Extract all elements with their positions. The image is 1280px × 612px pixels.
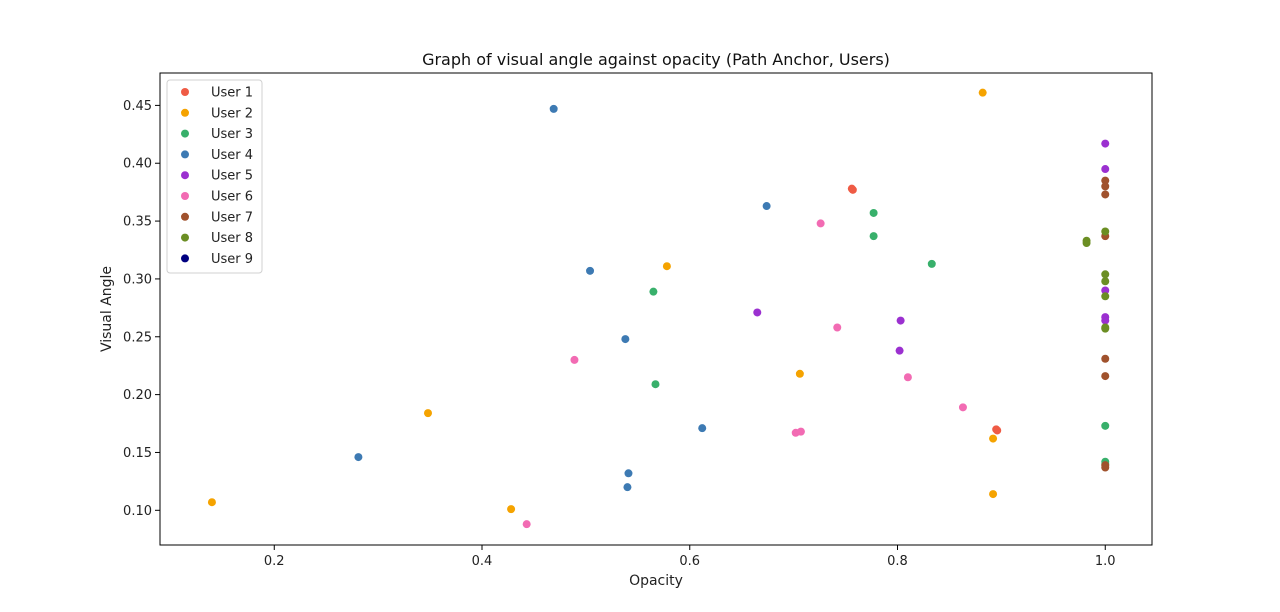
- data-point-user-2: [795, 369, 804, 378]
- legend-marker-user-1: [181, 88, 189, 96]
- data-point-user-6: [570, 355, 579, 364]
- y-tick-label: 0.30: [123, 272, 152, 287]
- y-axis-title: Visual Angle: [99, 266, 115, 352]
- data-point-user-4: [762, 202, 771, 211]
- points-layer: [207, 88, 1110, 529]
- data-point-user-4: [698, 424, 707, 433]
- data-point-user-5: [1101, 316, 1110, 325]
- legend-label-user-3: User 3: [211, 127, 253, 142]
- data-point-user-3: [927, 259, 936, 268]
- chart-title: Graph of visual angle against opacity (P…: [422, 50, 890, 69]
- y-tick-label: 0.15: [123, 446, 152, 461]
- legend-label-user-1: User 1: [211, 86, 253, 101]
- y-tick-label: 0.25: [123, 330, 152, 345]
- legend-marker-user-7: [181, 212, 189, 221]
- y-tick-label: 0.20: [123, 388, 152, 403]
- data-point-user-5: [1101, 286, 1110, 295]
- data-point-user-4: [549, 104, 558, 113]
- data-point-user-8: [1101, 227, 1110, 236]
- data-point-user-8: [1101, 292, 1110, 301]
- data-point-user-7: [1101, 463, 1110, 472]
- data-point-user-4: [624, 469, 633, 478]
- data-point-user-7: [1101, 354, 1110, 363]
- data-point-user-8: [1101, 277, 1110, 286]
- data-point-user-7: [1101, 372, 1110, 381]
- legend-label-user-9: User 9: [211, 252, 253, 267]
- data-point-user-3: [869, 208, 878, 217]
- data-point-user-2: [978, 88, 987, 97]
- legend-marker-user-2: [181, 108, 189, 117]
- legend-marker-user-6: [181, 192, 189, 200]
- y-tick-label: 0.35: [123, 215, 152, 230]
- data-point-user-5: [896, 316, 905, 325]
- data-point-user-6: [903, 373, 912, 382]
- legend-box: [166, 79, 263, 274]
- data-point-user-2: [989, 434, 998, 443]
- data-point-user-5: [895, 346, 904, 355]
- data-point-user-6: [522, 520, 531, 529]
- legend-label-user-6: User 6: [211, 190, 253, 205]
- data-point-user-2: [423, 409, 432, 418]
- legend-label-user-2: User 2: [211, 106, 253, 121]
- x-tick-label: 0.6: [679, 554, 700, 569]
- legend-marker-user-9: [181, 254, 189, 263]
- legend-label-user-7: User 7: [211, 210, 253, 225]
- data-point-user-3: [869, 232, 878, 241]
- data-point-user-5: [753, 308, 762, 317]
- x-tick-label: 0.4: [472, 554, 493, 569]
- legend-label-user-5: User 5: [211, 169, 253, 184]
- data-point-user-6: [958, 403, 967, 412]
- data-point-user-6: [816, 219, 825, 228]
- legend: User 1 User 2 User 3 User 4 User 5 User 6 User…: [166, 79, 263, 274]
- data-point-user-6: [796, 427, 805, 436]
- y-tick-label: 0.45: [123, 99, 152, 114]
- data-point-user-2: [989, 490, 998, 499]
- data-point-user-2: [507, 505, 516, 514]
- data-point-user-1: [848, 185, 857, 194]
- x-axis: 0.2 0.4 0.6 0.8 1.0: [264, 545, 1116, 569]
- data-point-user-5: [1101, 165, 1110, 174]
- x-axis-title: Opacity: [629, 573, 683, 589]
- data-point-user-7: [1101, 182, 1110, 191]
- x-tick-label: 0.2: [264, 554, 285, 569]
- data-point-user-3: [651, 380, 660, 389]
- y-tick-label: 0.10: [123, 504, 152, 519]
- y-axis: 0.10 0.15 0.20 0.25 0.30 0.35 0.40 0.45: [123, 99, 160, 519]
- y-tick-label: 0.40: [123, 157, 152, 172]
- legend-marker-user-4: [181, 150, 189, 159]
- legend-marker-user-3: [181, 129, 189, 138]
- data-point-user-2: [662, 262, 671, 271]
- data-point-user-7: [1101, 176, 1110, 185]
- legend-marker-user-8: [181, 233, 189, 242]
- plot-frame: [159, 72, 1153, 546]
- data-point-user-4: [354, 453, 363, 462]
- x-tick-label: 0.8: [887, 554, 908, 569]
- data-point-user-4: [586, 266, 595, 275]
- data-point-user-3: [1101, 421, 1110, 430]
- data-point-user-1: [993, 426, 1002, 435]
- data-point-user-2: [207, 498, 216, 507]
- legend-label-user-4: User 4: [211, 148, 253, 163]
- data-point-user-8: [1101, 324, 1110, 333]
- legend-label-user-8: User 8: [211, 231, 253, 246]
- data-point-user-8: [1082, 239, 1091, 248]
- legend-marker-user-5: [181, 171, 189, 180]
- data-point-user-4: [621, 335, 630, 344]
- data-point-user-4: [623, 483, 632, 492]
- data-point-user-5: [1101, 139, 1110, 148]
- x-tick-label: 1.0: [1095, 554, 1116, 569]
- data-point-user-8: [1101, 270, 1110, 279]
- data-point-user-6: [833, 323, 842, 332]
- data-point-user-7: [1101, 190, 1110, 199]
- data-point-user-3: [649, 287, 658, 296]
